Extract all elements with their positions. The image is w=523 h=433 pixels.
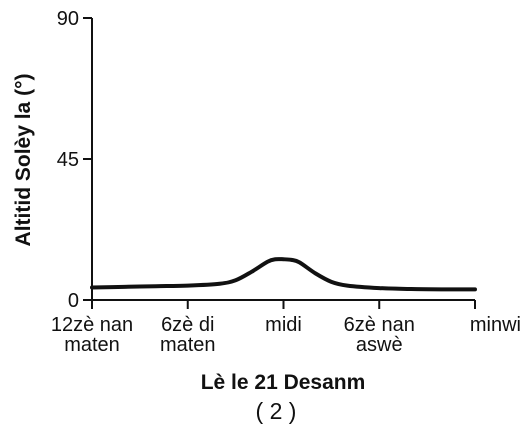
x-tick-label: 12zè nan maten xyxy=(51,314,133,356)
sun-altitude-line xyxy=(90,257,477,292)
panel-label: ( 2 ) xyxy=(256,398,297,424)
x-tick-label-line: maten xyxy=(64,334,120,356)
x-tick-label: 6zè nan aswè xyxy=(344,314,415,356)
y-tick-label: 45 xyxy=(57,149,79,171)
x-tick-label: 6zè di maten xyxy=(160,314,216,356)
x-tick-label-line: 6zè di xyxy=(161,314,214,336)
series-layer xyxy=(90,257,477,292)
x-axis-label: Lè le 21 Desanm xyxy=(201,371,366,394)
y-tick-label: 0 xyxy=(68,290,79,312)
y-tick-label: 90 xyxy=(57,8,79,30)
x-tick-label-line: minwi xyxy=(470,314,521,336)
x-tick-label-line: midi xyxy=(265,314,302,336)
x-tick-label: minwi xyxy=(470,314,521,336)
y-ticks: 0 45 90 xyxy=(57,8,92,312)
x-tick-label-line: 6zè nan xyxy=(344,314,415,336)
x-tick-label-line: aswè xyxy=(356,334,403,356)
x-tick-label-line: maten xyxy=(160,334,216,356)
y-axis-label: Altitid Solèy la (°) xyxy=(12,74,35,247)
x-tick-label-line: 12zè nan xyxy=(51,314,133,336)
x-tick-label: midi xyxy=(265,314,302,336)
